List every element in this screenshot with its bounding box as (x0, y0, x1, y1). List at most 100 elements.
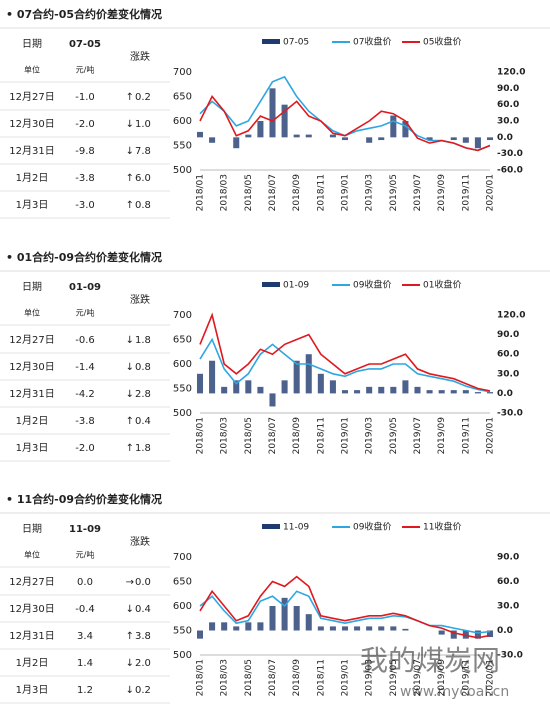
bar (474, 137, 481, 149)
y2-tick-label: 90.0 (497, 553, 519, 563)
x-tick-label: 2018/09 (292, 174, 302, 212)
y2-tick-label: 30.0 (497, 117, 519, 127)
bar (329, 134, 336, 138)
y2-tick-label: 90.0 (497, 84, 519, 94)
y-tick-label: 550 (173, 141, 192, 152)
change-cell: 2.0 (135, 658, 151, 669)
x-tick-label: 2019/05 (389, 417, 399, 454)
line (199, 590, 491, 634)
x-tick-label: 2019/03 (365, 659, 375, 696)
x-tick-label: 2019/03 (365, 174, 375, 211)
bar (245, 134, 252, 138)
bar (450, 390, 457, 394)
y-tick-label: 500 (173, 408, 192, 419)
change-arrow: ↑ (126, 92, 134, 103)
bar (305, 354, 312, 394)
bar (474, 392, 481, 394)
bar (221, 386, 228, 394)
spread-cell: -1.4 (75, 362, 95, 373)
bar (450, 630, 457, 639)
date-cell: 12月31日 (9, 630, 54, 642)
change-arrow: ↓ (126, 362, 134, 373)
change-arrow: ↓ (126, 658, 134, 669)
section-title: • 01合约-09合约价差变化情况 (6, 250, 162, 264)
date-cell: 1月2日 (16, 415, 49, 427)
change-cell: 7.8 (135, 146, 151, 157)
bar (354, 626, 361, 631)
change-cell: 0.4 (135, 416, 151, 427)
x-tick-label: 2019/07 (413, 174, 423, 211)
date-cell: 1月3日 (16, 684, 49, 696)
x-tick-label: 2019/11 (461, 417, 471, 454)
bar (390, 626, 397, 631)
x-tick-label: 2019/09 (437, 417, 447, 455)
change-cell: 1.8 (135, 335, 151, 346)
x-tick-label: 2018/11 (316, 174, 326, 211)
header-cell: 日期 (22, 38, 42, 50)
bar (293, 134, 300, 138)
change-cell: 1.8 (135, 443, 151, 454)
change-arrow: ↑ (126, 631, 134, 642)
y-tick-label: 650 (173, 92, 192, 103)
spread-cell: -0.6 (75, 335, 95, 346)
bar (402, 380, 409, 394)
legend-label: 11收盘价 (423, 521, 461, 533)
bar (341, 626, 349, 631)
bar (209, 360, 216, 394)
y-tick-label: 500 (173, 165, 192, 176)
bar (257, 121, 264, 138)
bar (293, 360, 300, 394)
x-tick-label: 2018/07 (268, 174, 278, 211)
header-cell: 01-09 (69, 282, 101, 293)
x-tick-label: 2020/01 (486, 417, 496, 454)
date-cell: 12月30日 (9, 603, 54, 615)
bar (366, 137, 373, 143)
bar (196, 630, 204, 639)
bar (281, 597, 288, 631)
spread-cell: -1.0 (75, 92, 95, 103)
legend-label: 05收盘价 (423, 36, 461, 48)
bar (305, 134, 312, 138)
bar (390, 386, 397, 394)
legend-swatch (262, 524, 280, 529)
bar (378, 626, 385, 631)
spread-cell: -3.8 (75, 173, 95, 184)
bar (414, 386, 421, 394)
bar (329, 626, 336, 631)
x-tick-label: 2019/01 (341, 417, 351, 454)
change-arrow: ↑ (126, 173, 134, 184)
header-cell: 11-09 (69, 524, 101, 535)
unit-cell: 单位 (24, 308, 40, 318)
bar (196, 373, 204, 394)
x-tick-label: 2018/01 (196, 417, 206, 454)
x-tick-label: 2018/09 (292, 659, 302, 697)
header-cell: 07-05 (69, 39, 101, 50)
watermark: www.mycoal.cn (400, 684, 509, 700)
legend-label: 11-09 (283, 523, 309, 533)
unit-cell: 元/吨 (76, 550, 95, 560)
x-tick-label: 2018/07 (268, 417, 278, 454)
y2-tick-label: -60.0 (497, 166, 523, 176)
x-tick-label: 2019/07 (413, 417, 423, 454)
date-cell: 1月2日 (16, 172, 49, 184)
change-arrow: ↑ (126, 200, 134, 211)
y2-tick-label: 30.0 (497, 602, 519, 612)
spread-cell: 1.2 (77, 685, 93, 696)
bar (486, 137, 494, 141)
spread-cell: -3.0 (75, 200, 95, 211)
legend-label: 07-05 (283, 38, 309, 48)
date-cell: 12月30日 (9, 361, 54, 373)
x-tick-label: 2018/05 (244, 417, 254, 454)
y-tick-label: 600 (173, 601, 192, 612)
change-cell: 0.8 (135, 200, 151, 211)
change-arrow: ↑ (126, 443, 134, 454)
bar (196, 131, 204, 138)
date-cell: 12月27日 (9, 576, 54, 588)
bar (486, 630, 494, 638)
y-tick-label: 650 (173, 577, 192, 588)
x-tick-label: 2019/11 (461, 174, 471, 211)
bar (293, 606, 300, 631)
